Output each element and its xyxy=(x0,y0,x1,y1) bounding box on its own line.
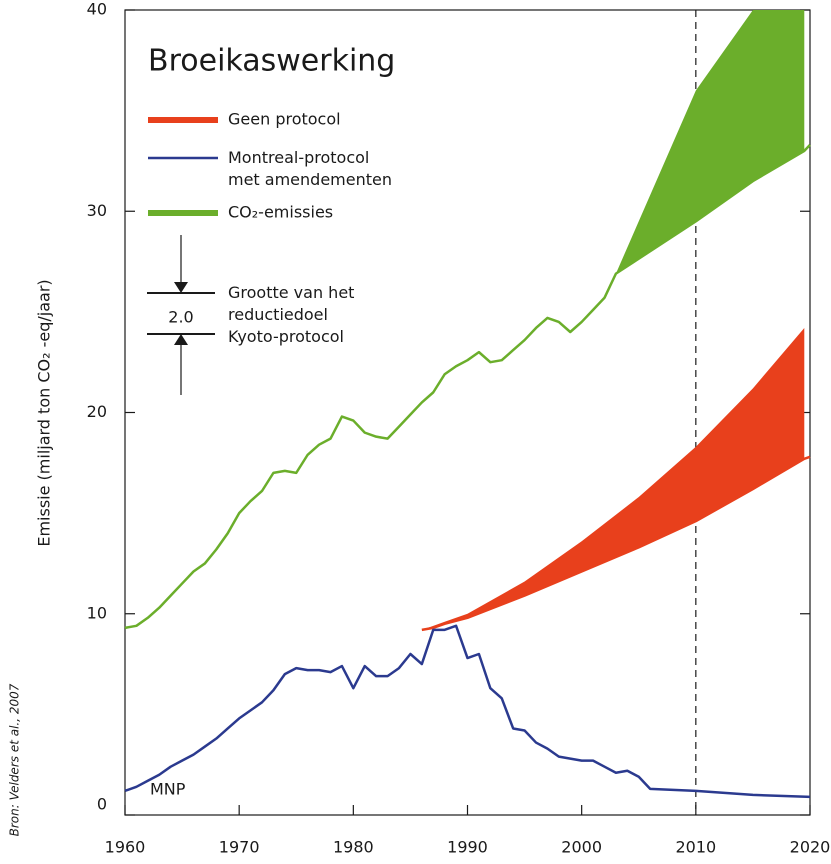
legend-label: Montreal-protocol met amendementen xyxy=(228,148,392,189)
band xyxy=(421,327,805,630)
x-tick-label: 2010 xyxy=(675,838,716,857)
kyoto-annotation: 2.0 xyxy=(147,235,215,395)
x-tick-label: 1960 xyxy=(105,838,146,857)
annotation-text: Grootte van het reductiedoel Kyoto-protoco… xyxy=(228,283,354,346)
x-tick-label: 1980 xyxy=(333,838,374,857)
y-tick-label: 20 xyxy=(87,402,107,421)
credit: MNP xyxy=(150,780,186,799)
y-tick-label: 40 xyxy=(87,0,107,19)
source: Bron: Velders et al., 2007 xyxy=(8,683,22,836)
series-line xyxy=(124,143,811,630)
legend-label: Geen protocol xyxy=(228,110,341,129)
gap-label: 2.0 xyxy=(168,308,193,327)
y-axis-label: Emissie (miljard ton CO₂ -eq/jaar) xyxy=(35,279,54,546)
series-line xyxy=(124,624,811,799)
legend-label: CO₂-emissies xyxy=(228,203,333,222)
series-line xyxy=(421,455,811,632)
band xyxy=(615,10,805,274)
x-tick-label: 1970 xyxy=(219,838,260,857)
x-tick-label: 2000 xyxy=(561,838,602,857)
x-tick-label: 1990 xyxy=(447,838,488,857)
x-tick-label: 2020 xyxy=(790,838,831,857)
y-tick-label: 10 xyxy=(87,603,107,622)
y-tick-label: 30 xyxy=(87,201,107,220)
chart-title: Broeikaswerking xyxy=(148,44,395,79)
y-tick-label: 0 xyxy=(97,795,107,814)
